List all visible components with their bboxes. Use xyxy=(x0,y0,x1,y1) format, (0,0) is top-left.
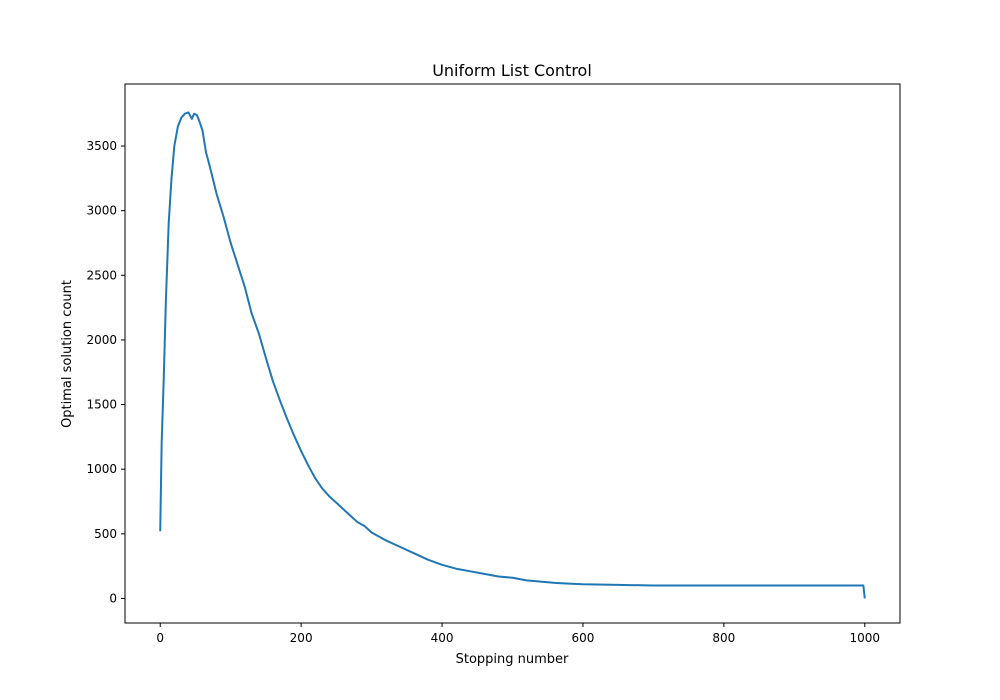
series-group xyxy=(159,111,866,599)
x-tick-label: 200 xyxy=(290,631,313,645)
x-tick-label: 400 xyxy=(431,631,454,645)
x-axis-label: Stopping number xyxy=(456,652,569,667)
x-tick-label: 0 xyxy=(156,631,164,645)
y-tick-label: 3500 xyxy=(86,139,117,153)
x-tick-label: 600 xyxy=(572,631,595,645)
x-tick-label: 800 xyxy=(712,631,735,645)
y-axis-label: Optimal solution count xyxy=(60,280,75,428)
y-tick-label: 2500 xyxy=(86,268,117,282)
y-tick-label: 500 xyxy=(94,527,117,541)
y-tick-label: 2000 xyxy=(86,333,117,347)
y-tick-label: 0 xyxy=(109,591,117,605)
y-axis-ticks: 0 500 1000 1500 2000 2500 3000 3500 xyxy=(86,139,125,605)
chart-title: Uniform List Control xyxy=(432,61,592,80)
x-tick-label: 1000 xyxy=(849,631,880,645)
y-tick-label: 3000 xyxy=(86,204,117,218)
y-tick-label: 1000 xyxy=(86,462,117,476)
plot-frame xyxy=(124,83,901,624)
x-axis-ticks: 0 200 400 600 800 1000 xyxy=(156,623,880,645)
series-line xyxy=(159,111,866,599)
y-tick-label: 1500 xyxy=(86,398,117,412)
